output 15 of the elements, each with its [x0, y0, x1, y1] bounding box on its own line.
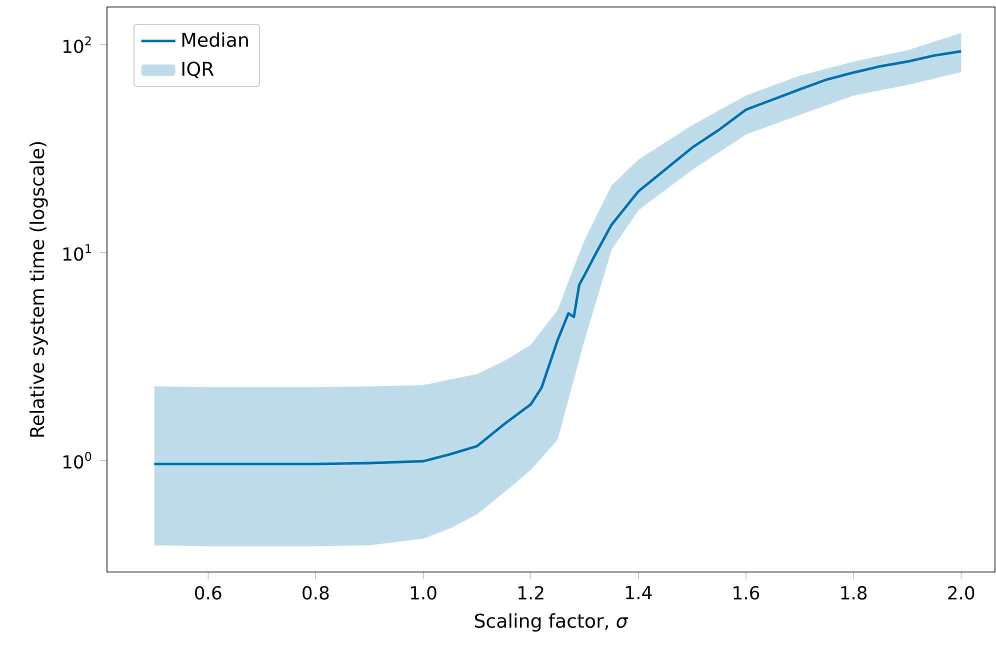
x-tick-label: 1.8	[841, 586, 867, 600]
legend-label: Median	[182, 32, 248, 47]
legend-label: IQR	[182, 62, 214, 78]
y-axis-title: Relative system time (logscale)	[30, 142, 48, 437]
x-tick-label: 0.8	[302, 586, 329, 600]
x-tick-label: 1.0	[410, 586, 436, 600]
x-tick-label: 1.2	[518, 586, 544, 600]
y-tick-label: 10$^{0}$	[64, 452, 92, 469]
x-tick-label: 1.6	[734, 586, 760, 600]
y-tick-label: 10$^{1}$	[64, 244, 91, 261]
x-tick-label: 0.6	[195, 586, 222, 600]
x-axis-title: Scaling factor, σ	[474, 613, 628, 632]
x-tick-label: 1.4	[626, 586, 652, 600]
x-tick-label: 2.0	[948, 586, 974, 600]
y-tick-label: 10$^{2}$	[64, 36, 91, 54]
